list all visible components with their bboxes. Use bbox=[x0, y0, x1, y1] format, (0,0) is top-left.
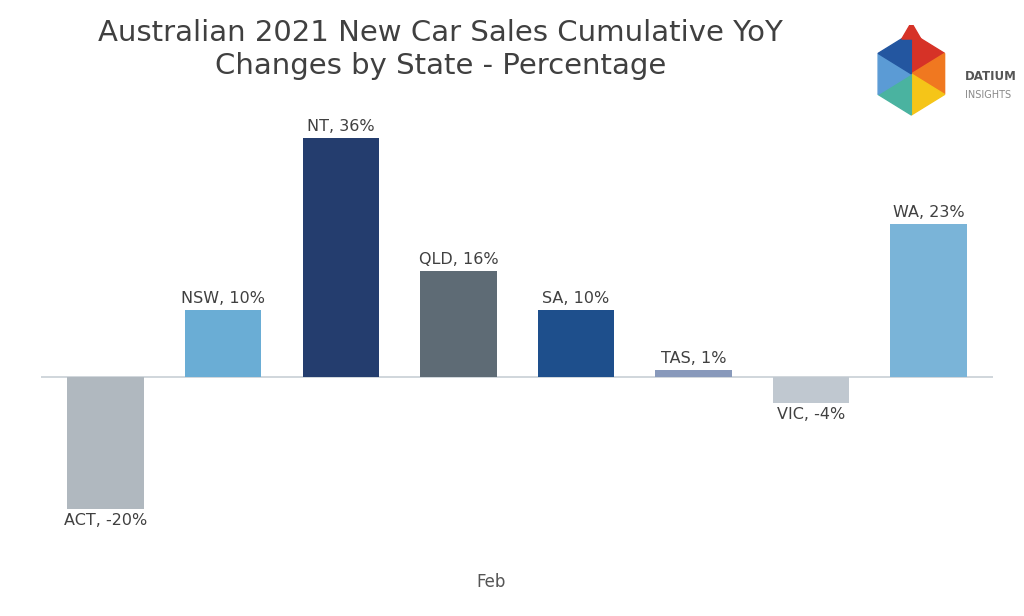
Polygon shape bbox=[879, 74, 911, 115]
Text: DATIUM: DATIUM bbox=[965, 70, 1017, 84]
Text: INSIGHTS: INSIGHTS bbox=[965, 91, 1011, 100]
Bar bbox=[891, 224, 967, 376]
Bar bbox=[773, 376, 849, 403]
Text: SA, 10%: SA, 10% bbox=[543, 291, 609, 306]
Text: ACT, -20%: ACT, -20% bbox=[63, 513, 147, 528]
Bar bbox=[302, 138, 379, 376]
Polygon shape bbox=[902, 23, 921, 39]
Text: TAS, 1%: TAS, 1% bbox=[660, 351, 726, 366]
Bar bbox=[185, 310, 261, 376]
Text: NSW, 10%: NSW, 10% bbox=[181, 291, 265, 306]
Polygon shape bbox=[879, 33, 911, 74]
Polygon shape bbox=[911, 33, 944, 74]
Text: WA, 23%: WA, 23% bbox=[893, 205, 965, 221]
Bar bbox=[420, 270, 497, 376]
Text: NT, 36%: NT, 36% bbox=[307, 120, 375, 134]
Bar bbox=[68, 376, 143, 509]
Title: Australian 2021 New Car Sales Cumulative YoY
Changes by State - Percentage: Australian 2021 New Car Sales Cumulative… bbox=[98, 19, 783, 79]
Text: VIC, -4%: VIC, -4% bbox=[777, 407, 845, 422]
Text: QLD, 16%: QLD, 16% bbox=[419, 252, 498, 267]
Polygon shape bbox=[879, 54, 911, 94]
Polygon shape bbox=[911, 74, 944, 115]
Bar bbox=[655, 370, 732, 376]
Bar bbox=[538, 310, 614, 376]
Text: Feb: Feb bbox=[477, 573, 506, 591]
Polygon shape bbox=[911, 54, 944, 94]
